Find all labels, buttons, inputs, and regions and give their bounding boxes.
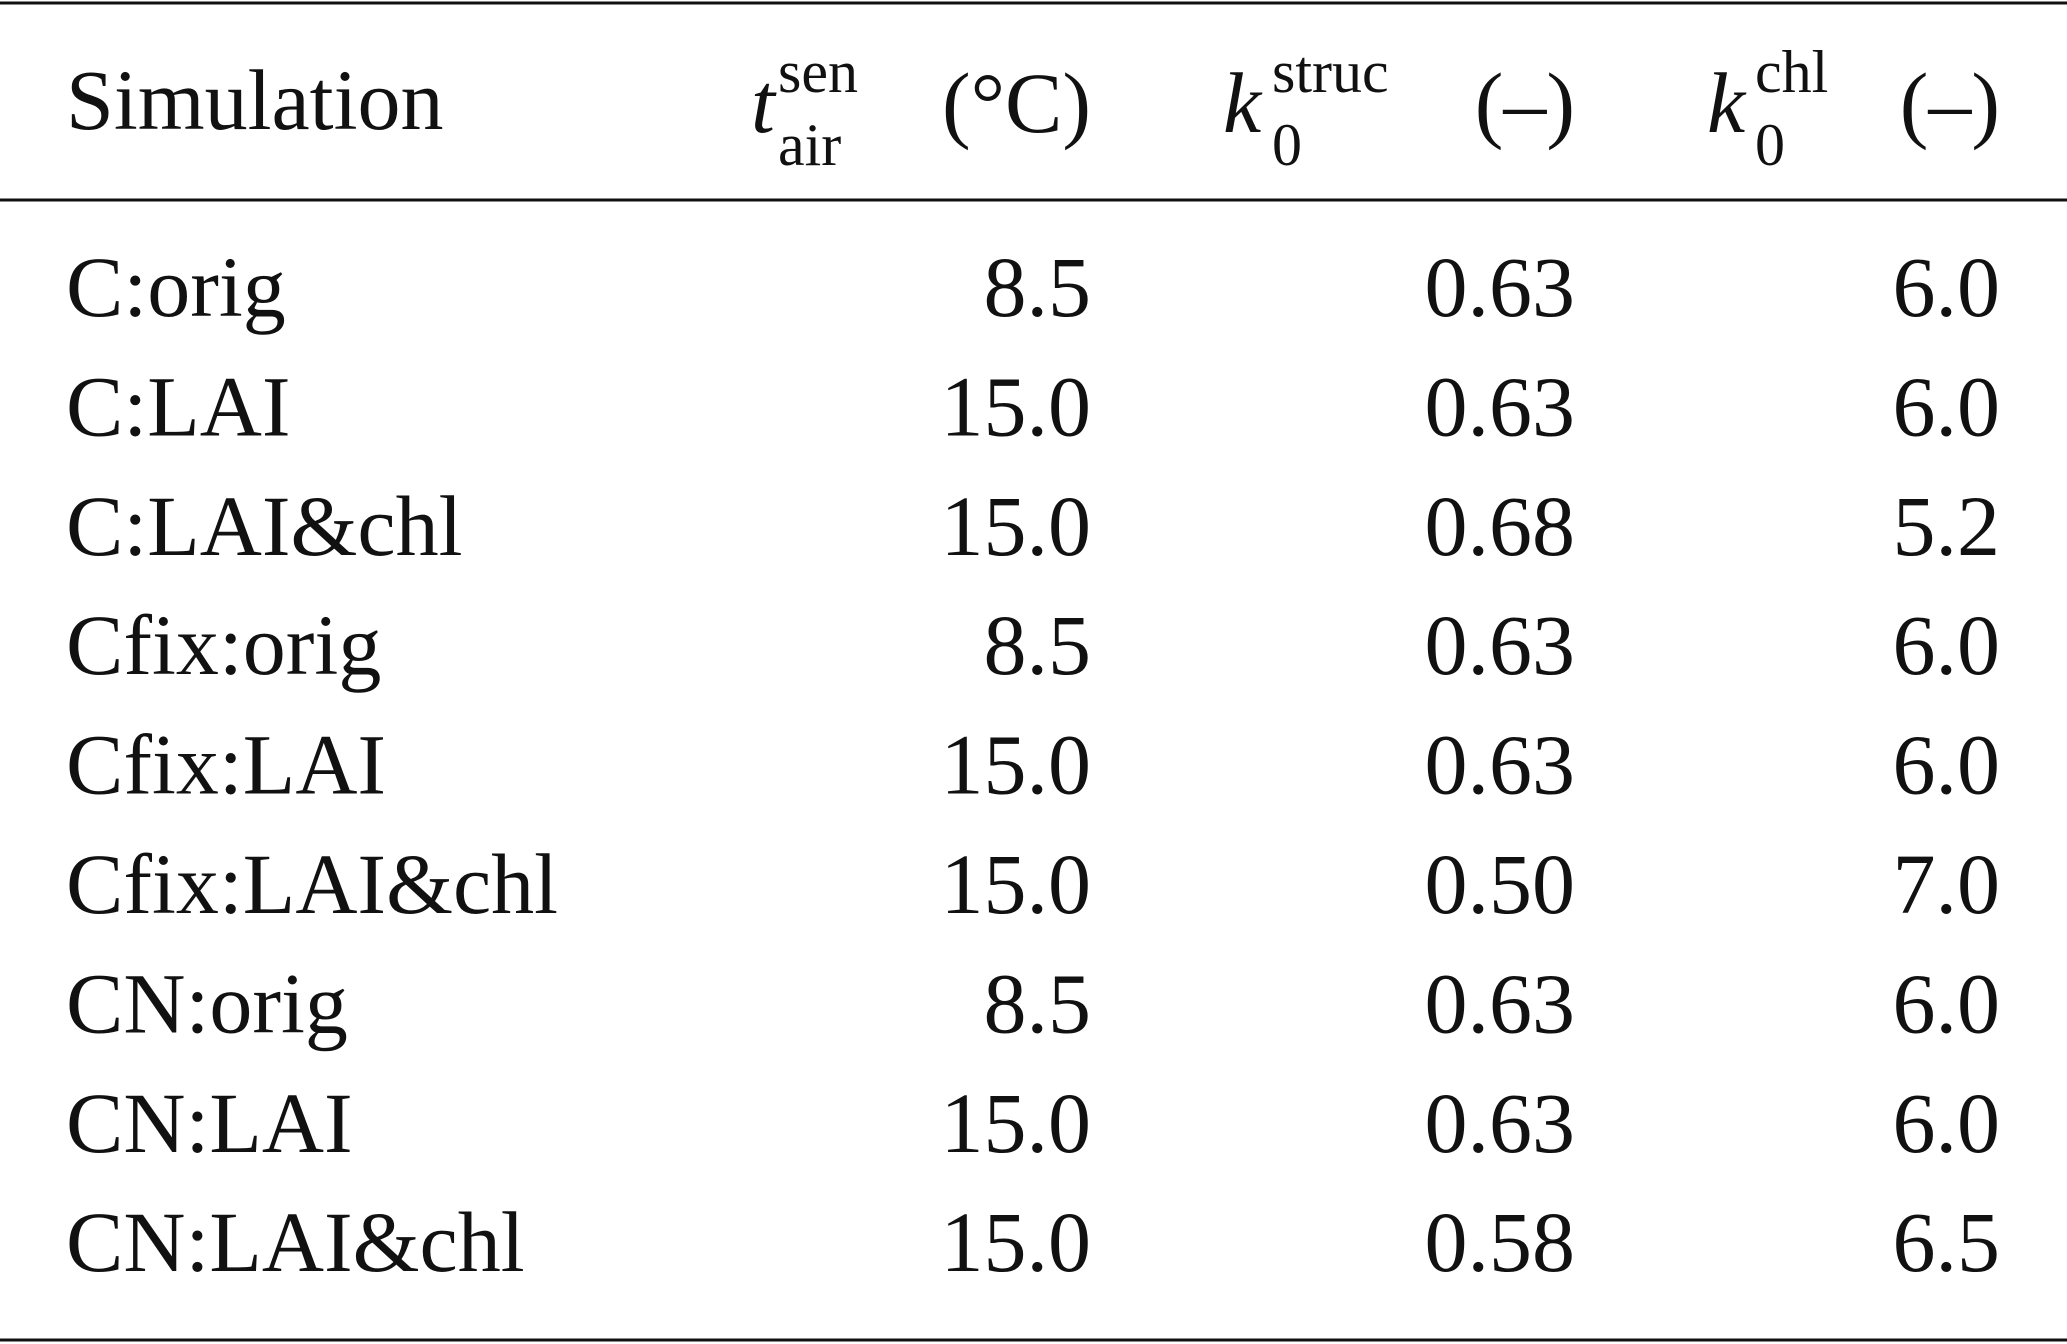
row-label: CN:LAI&chl <box>66 1194 525 1290</box>
header-subscript: 0 <box>1755 112 1785 178</box>
cell-value: 15.0 <box>941 717 1092 813</box>
cell-value: 0.63 <box>1425 358 1576 454</box>
cell-value: 0.63 <box>1425 717 1576 813</box>
cell-value: 15.0 <box>941 1194 1092 1290</box>
cell-value: 8.5 <box>984 239 1092 335</box>
header-superscript: struc <box>1272 39 1389 105</box>
row-label: CN:orig <box>66 955 348 1051</box>
header-subscript: air <box>778 112 841 178</box>
header-symbol: k <box>1223 55 1263 151</box>
header-unit: (–) <box>1475 55 1575 151</box>
cell-value: 0.50 <box>1425 836 1576 932</box>
cell-value: 0.63 <box>1425 239 1576 335</box>
cell-value: 0.63 <box>1425 955 1576 1051</box>
cell-value: 0.58 <box>1425 1194 1576 1290</box>
header-superscript: sen <box>778 39 858 105</box>
cell-value: 15.0 <box>941 1075 1092 1171</box>
cell-value: 7.0 <box>1893 836 2001 932</box>
cell-value: 15.0 <box>941 478 1092 574</box>
cell-value: 6.0 <box>1893 239 2001 335</box>
cell-value: 0.68 <box>1425 478 1576 574</box>
cell-value: 8.5 <box>984 955 1092 1051</box>
cell-value: 6.0 <box>1893 717 2001 813</box>
header-unit: (°C) <box>942 55 1091 151</box>
cell-value: 6.0 <box>1893 1075 2001 1171</box>
cell-value: 6.5 <box>1893 1194 2001 1290</box>
header-subscript: 0 <box>1272 112 1302 178</box>
cell-value: 15.0 <box>941 836 1092 932</box>
cell-value: 5.2 <box>1893 478 2001 574</box>
cell-value: 0.63 <box>1425 1075 1576 1171</box>
row-label: C:LAI&chl <box>66 478 463 574</box>
cell-value: 6.0 <box>1893 955 2001 1051</box>
header-symbol: t <box>751 55 777 151</box>
row-label: Cfix:LAI&chl <box>66 836 558 932</box>
row-label: C:LAI <box>66 358 291 454</box>
header-unit: (–) <box>1900 55 2000 151</box>
row-label: Cfix:LAI <box>66 717 386 813</box>
cell-value: 8.5 <box>984 597 1092 693</box>
row-label: CN:LAI <box>66 1075 353 1171</box>
row-label: Cfix:orig <box>66 597 381 693</box>
row-label: C:orig <box>66 239 286 335</box>
cell-value: 0.63 <box>1425 597 1576 693</box>
header-symbol: k <box>1707 55 1747 151</box>
header-superscript: chl <box>1755 39 1828 105</box>
cell-value: 15.0 <box>941 358 1092 454</box>
cell-value: 6.0 <box>1893 597 2001 693</box>
header-cell: Simulation <box>66 52 443 148</box>
cell-value: 6.0 <box>1893 358 2001 454</box>
